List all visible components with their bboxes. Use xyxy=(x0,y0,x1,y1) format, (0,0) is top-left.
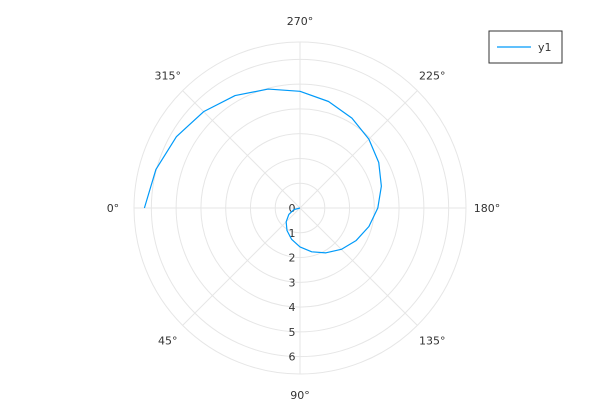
polar-grid xyxy=(133,41,467,375)
grid-spoke-315 xyxy=(182,90,301,209)
grid-spoke-135 xyxy=(299,207,418,326)
angle-tick-label-90: 90° xyxy=(290,389,310,400)
series-line-y1 xyxy=(143,88,382,254)
angle-tick-label-0: 0° xyxy=(107,202,120,215)
radial-tick-label-0: 0 xyxy=(289,202,296,215)
grid-spoke-225 xyxy=(299,90,418,209)
angle-tick-label-315: 315° xyxy=(154,70,181,83)
grid-spoke-45 xyxy=(182,207,301,326)
radial-tick-label-3: 3 xyxy=(289,276,296,289)
radial-tick-label-6: 6 xyxy=(289,351,296,364)
radial-tick-label-5: 5 xyxy=(289,326,296,339)
series-layer xyxy=(143,88,382,254)
radial-tick-labels: 0 1 2 3 4 5 6 xyxy=(289,202,296,364)
radial-tick-label-1: 1 xyxy=(289,227,296,240)
radial-tick-label-4: 4 xyxy=(289,301,296,314)
angle-tick-label-45: 45° xyxy=(158,334,178,347)
legend: y1 xyxy=(488,30,563,64)
angle-tick-label-180: 180° xyxy=(474,202,501,215)
angle-tick-labels: 0° 45° 90° 135° 180° 225° 270° 315° xyxy=(107,15,501,400)
angle-tick-label-225: 225° xyxy=(419,70,446,83)
angle-tick-label-135: 135° xyxy=(419,334,446,347)
angle-tick-label-270: 270° xyxy=(287,15,314,28)
radial-tick-label-2: 2 xyxy=(289,252,296,265)
legend-label-y1: y1 xyxy=(538,41,552,54)
